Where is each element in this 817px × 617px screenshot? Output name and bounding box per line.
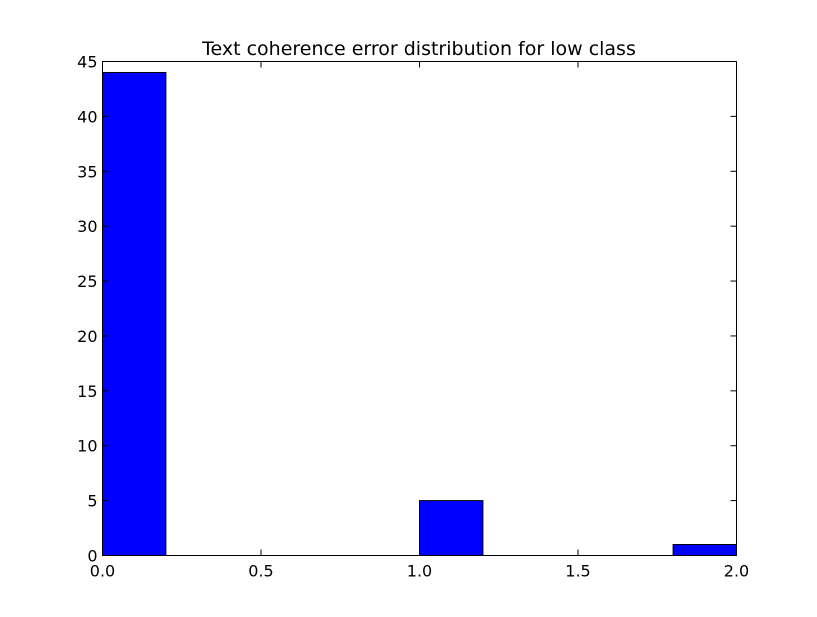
- bar-bin-5: [419, 500, 484, 557]
- y-tick-label: 40: [77, 107, 97, 126]
- x-tick-label: 0.0: [90, 562, 115, 581]
- bar-bin-9: [672, 544, 737, 556]
- y-tick-label: 5: [87, 492, 97, 511]
- x-tick-label: 2.0: [724, 562, 749, 581]
- ticks-group: [102, 61, 737, 556]
- y-tick-label: 25: [77, 272, 97, 291]
- y-tick-label: 30: [77, 217, 97, 236]
- plot-frame: [102, 61, 737, 556]
- y-tick-label: 35: [77, 162, 97, 181]
- bar-bin-0: [102, 71, 167, 556]
- x-tick-label: 1.0: [407, 562, 432, 581]
- y-tick-label: 0: [87, 547, 97, 566]
- chart-title: Text coherence error distribution for lo…: [201, 38, 636, 60]
- y-tick-label: 45: [77, 53, 97, 72]
- y-tick-label: 20: [77, 327, 97, 346]
- tick-labels-group: 0.0 0.5 1.0 1.5 2.0 0 5 10 15 20 25 30 35 40 45: [77, 53, 749, 581]
- y-tick-label: 10: [77, 437, 97, 456]
- x-tick-label: 1.5: [565, 562, 590, 581]
- bars-group: [102, 71, 737, 557]
- x-tick-label: 0.5: [248, 562, 273, 581]
- y-tick-label: 15: [77, 382, 97, 401]
